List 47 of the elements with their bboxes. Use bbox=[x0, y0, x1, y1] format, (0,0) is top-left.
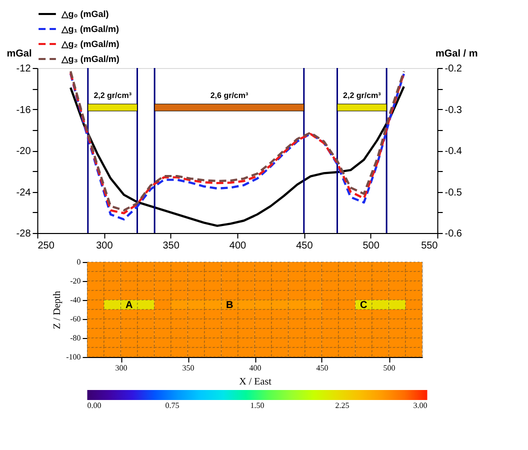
y2-tick-label: -0.4 bbox=[444, 146, 462, 157]
y2-tick-label: -0.3 bbox=[444, 104, 462, 116]
x-tick-label: 500 bbox=[383, 364, 396, 372]
data-label: A bbox=[126, 300, 133, 311]
color-bar-label: 3.00 bbox=[413, 401, 428, 410]
y-tick-label: -100 bbox=[66, 352, 81, 362]
y-tick-label: -80 bbox=[70, 334, 81, 342]
x-axis-title: X / East bbox=[239, 376, 272, 388]
y-tick-label: -12 bbox=[16, 64, 32, 74]
y-tick-label: -16 bbox=[16, 104, 32, 116]
band-label: 2,2 gr/cm³ bbox=[94, 91, 132, 100]
x-tick-label: 450 bbox=[296, 240, 314, 252]
y-tick-label: -24 bbox=[16, 187, 32, 198]
x-tick-label: 450 bbox=[316, 364, 328, 372]
band-label: 2,6 gr/cm³ bbox=[210, 91, 248, 100]
legend-label: △g₀ (mGal) bbox=[60, 9, 109, 19]
y-axis-title: Z / Depth bbox=[52, 290, 64, 330]
y-tick-label: -60 bbox=[70, 314, 81, 324]
y-tick-label: -28 bbox=[16, 228, 32, 240]
x-tick-label: 350 bbox=[182, 364, 194, 372]
x-tick-label: 550 bbox=[421, 240, 438, 252]
legend-label: △g₂ (mGal/m) bbox=[60, 39, 120, 49]
x-tick-label: 400 bbox=[249, 364, 262, 372]
x-tick-label: 500 bbox=[362, 240, 380, 252]
y2-tick-label: -0.6 bbox=[444, 228, 462, 240]
legend-label: △g₃ (mGal/m) bbox=[60, 54, 120, 64]
color-bar-label: 2.25 bbox=[335, 401, 350, 410]
y2-axis-title: mGal / m bbox=[436, 48, 478, 60]
y-axis-title: mGal bbox=[6, 48, 32, 60]
color-bar-label: 0.00 bbox=[87, 401, 102, 410]
color-bar-label: 1.50 bbox=[250, 401, 264, 410]
color-bar-label: 0.75 bbox=[165, 401, 180, 410]
y-tick-label: -40 bbox=[70, 296, 81, 304]
y2-tick-label: -0.5 bbox=[444, 187, 462, 198]
x-tick-label: 300 bbox=[115, 364, 128, 372]
x-tick-label: 300 bbox=[96, 240, 114, 252]
data-label: C bbox=[360, 300, 368, 311]
x-tick-label: 400 bbox=[229, 240, 247, 252]
data-label: B bbox=[226, 300, 234, 311]
x-tick-label: 350 bbox=[162, 240, 180, 252]
x-tick-label: 250 bbox=[38, 240, 55, 252]
band-label: 2,2 gr/cm³ bbox=[343, 91, 382, 100]
y-tick-label: -20 bbox=[70, 276, 81, 286]
y2-tick-label: -0.2 bbox=[444, 64, 462, 74]
y-tick-label: -20 bbox=[16, 146, 32, 157]
y-tick-label: 0 bbox=[76, 258, 81, 266]
legend-label: △g₁ (mGal/m) bbox=[60, 24, 119, 34]
